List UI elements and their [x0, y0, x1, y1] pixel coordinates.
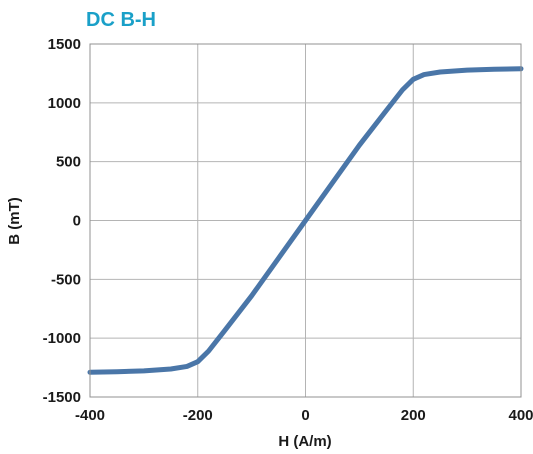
y-tick-label: 0 [73, 213, 81, 230]
y-tick-label: -1500 [43, 389, 81, 406]
plot-frame [89, 43, 522, 398]
y-tick-labels: -1500 -1000 -500 0 500 1000 1500 [43, 36, 81, 406]
x-tick-label: 400 [508, 407, 533, 424]
y-tick-label: 1000 [48, 95, 81, 112]
y-tick-label: -1000 [43, 330, 81, 347]
x-tick-label: 200 [401, 407, 426, 424]
y-tick-label: -500 [51, 271, 81, 288]
series-layer [87, 66, 524, 375]
x-tick-label: -200 [183, 407, 213, 424]
x-tick-labels: -400 -200 0 200 400 [75, 407, 533, 424]
chart-title: DC B-H [86, 9, 156, 31]
x-tick-label: -400 [75, 407, 105, 424]
y-axis-label: B (mT) [6, 197, 23, 245]
x-tick-label: 0 [301, 407, 309, 424]
y-tick-label: 1500 [48, 36, 81, 53]
series-line [87, 66, 524, 375]
x-axis-label: H (A/m) [278, 433, 331, 450]
y-tick-label: 500 [56, 154, 81, 171]
